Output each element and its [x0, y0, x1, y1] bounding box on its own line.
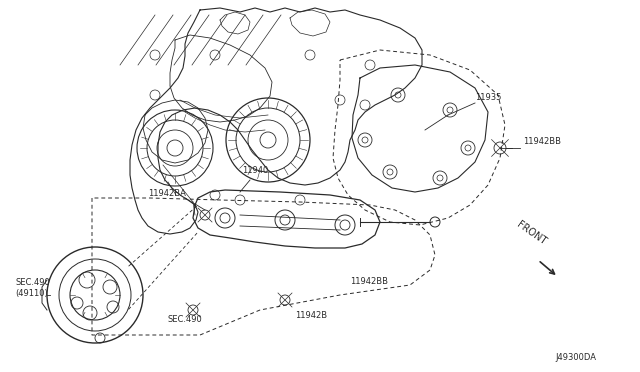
Text: 11942B: 11942B [295, 311, 327, 320]
Text: 11935: 11935 [475, 93, 501, 102]
Text: SEC.490: SEC.490 [15, 278, 50, 287]
Text: J49300DA: J49300DA [555, 353, 596, 362]
Text: 11942BB: 11942BB [350, 277, 388, 286]
Text: SEC.490: SEC.490 [168, 315, 203, 324]
Text: (49110): (49110) [15, 289, 48, 298]
Text: 11942BB: 11942BB [523, 137, 561, 146]
Text: 11942BA: 11942BA [148, 189, 186, 198]
Text: FRONT: FRONT [515, 219, 548, 247]
Text: 11940: 11940 [242, 166, 268, 175]
